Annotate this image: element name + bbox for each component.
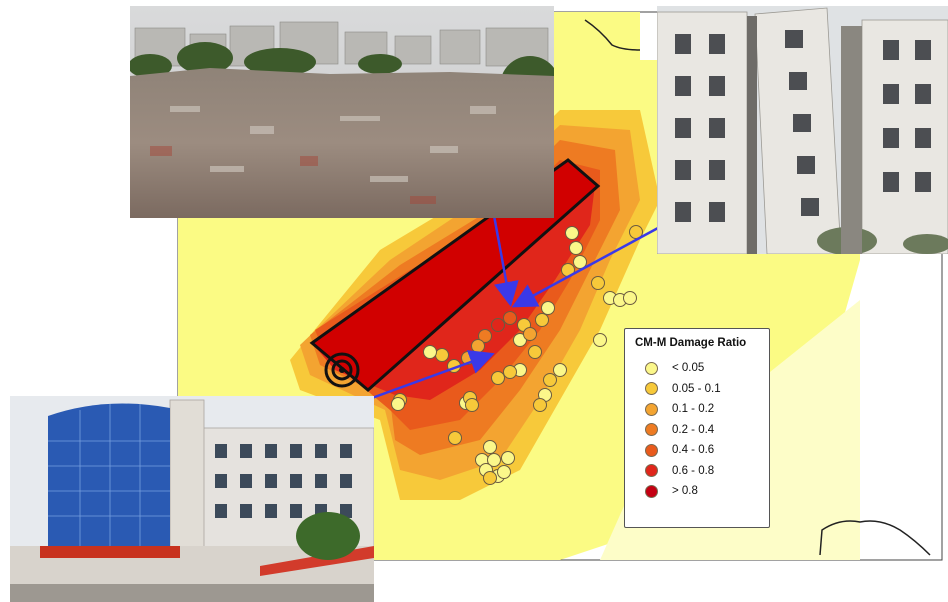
observation-point [503, 365, 517, 379]
photo-damaged-apartments [657, 6, 948, 254]
observation-point [483, 440, 497, 454]
observation-point [471, 339, 485, 353]
observation-point [391, 397, 405, 411]
legend-label: 0.6 - 0.8 [672, 464, 715, 477]
observation-point [528, 345, 542, 359]
legend-swatch-icon [645, 464, 658, 478]
legend-swatch-icon [645, 423, 658, 437]
observation-point [593, 333, 607, 347]
legend-item: > 0.8 [635, 481, 769, 502]
photo-office-building [10, 396, 374, 602]
arrow-rubble [491, 209, 519, 307]
legend-swatch-icon [645, 484, 658, 498]
observation-point [573, 255, 587, 269]
legend-item: < 0.05 [635, 358, 769, 379]
observation-point [487, 453, 501, 467]
legend: CM-M Damage Ratio < 0.05 0.05 - 0.1 0.1 - … [624, 328, 770, 528]
observation-point [629, 225, 643, 239]
boundary-line-top [584, 19, 641, 51]
observation-point [491, 371, 505, 385]
observation-point [535, 313, 549, 327]
observation-point [423, 345, 437, 359]
observation-point [435, 348, 449, 362]
legend-swatch-icon [645, 382, 658, 396]
observation-point [501, 451, 515, 465]
legend-label: < 0.05 [672, 362, 705, 375]
observation-point [491, 318, 505, 332]
legend-label: 0.05 - 0.1 [672, 382, 721, 395]
legend-label: 0.1 - 0.2 [672, 403, 715, 416]
legend-swatch-icon [645, 443, 658, 457]
boundary-line-bottom [819, 520, 931, 556]
observation-point [553, 363, 567, 377]
observation-point [591, 276, 605, 290]
observation-point [623, 291, 637, 305]
legend-label: > 0.8 [672, 485, 698, 498]
legend-item: 0.4 - 0.6 [635, 440, 769, 461]
observation-point [503, 311, 517, 325]
observation-point [478, 329, 492, 343]
legend-item: 0.05 - 0.1 [635, 379, 769, 400]
observation-point [565, 226, 579, 240]
legend-label: 0.2 - 0.4 [672, 423, 715, 436]
arrow-office [371, 350, 495, 400]
legend-item: 0.1 - 0.2 [635, 399, 769, 420]
photo-collapsed-rubble [130, 6, 554, 218]
legend-item: 0.6 - 0.8 [635, 461, 769, 482]
observation-point [569, 241, 583, 255]
observation-point [483, 471, 497, 485]
observation-point [543, 373, 557, 387]
observation-point [448, 431, 462, 445]
legend-label: 0.4 - 0.6 [672, 444, 715, 457]
observation-point [523, 327, 537, 341]
observation-points [391, 225, 643, 485]
legend-items: < 0.05 0.05 - 0.1 0.1 - 0.2 0.2 - 0.4 0.4 - … [635, 358, 769, 502]
observation-point [541, 301, 555, 315]
observation-point [465, 398, 479, 412]
legend-swatch-icon [645, 402, 658, 416]
legend-item: 0.2 - 0.4 [635, 420, 769, 441]
observation-point [497, 465, 511, 479]
legend-title: CM-M Damage Ratio [635, 337, 747, 349]
legend-swatch-icon [645, 361, 658, 375]
epicenter-icon [324, 352, 360, 388]
observation-point [533, 398, 547, 412]
arrow-apartments [511, 226, 659, 308]
